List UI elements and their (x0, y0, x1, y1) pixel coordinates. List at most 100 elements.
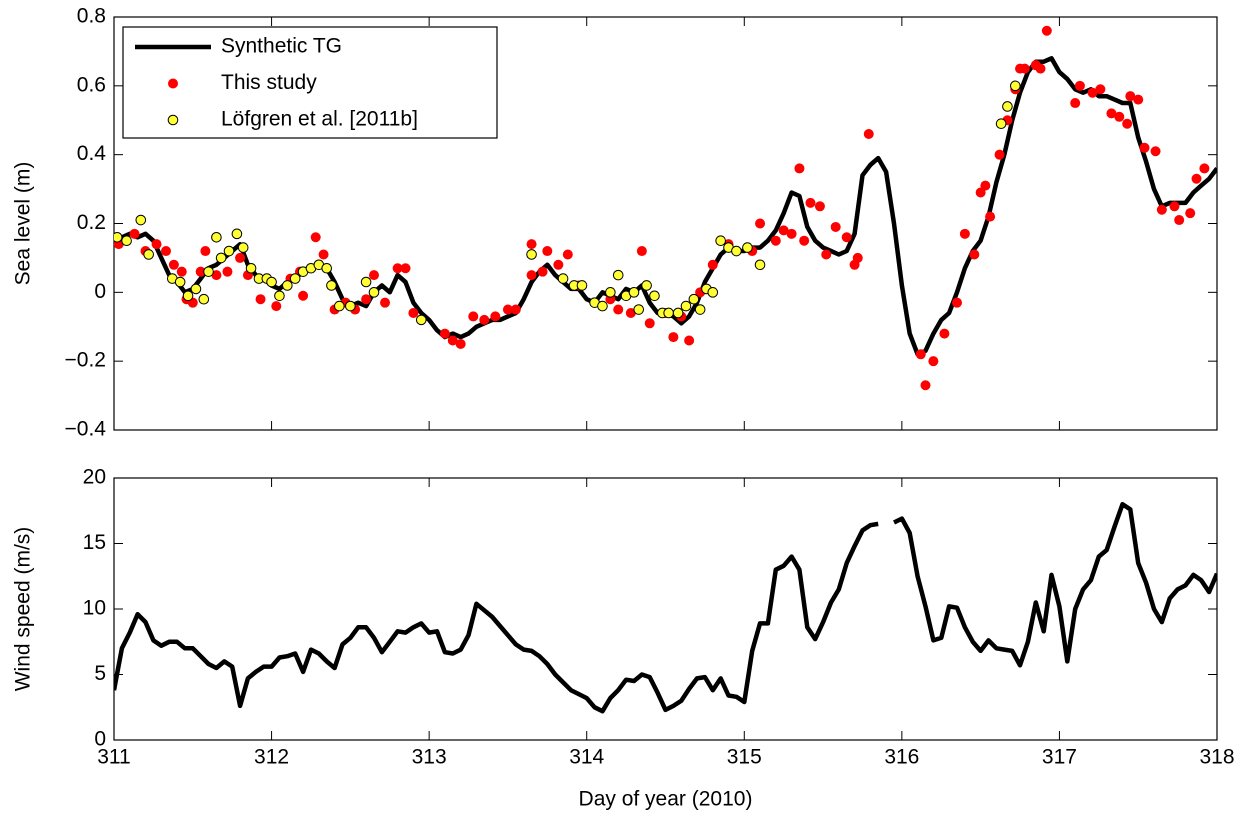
y-tick-label: 20 (83, 466, 106, 489)
y-tick-label: 0 (94, 280, 106, 303)
data-point (510, 304, 521, 315)
data-point (223, 245, 235, 257)
data-point (282, 280, 293, 291)
data-point (360, 276, 372, 288)
y-tick-label: 0.2 (77, 211, 106, 234)
legend: Synthetic TG This study Löfgren et al. [20… (122, 26, 498, 139)
data-point (334, 300, 345, 312)
data-point (980, 180, 991, 191)
data-point (952, 297, 963, 308)
data-point (562, 249, 573, 260)
data-point (1010, 80, 1021, 92)
data-point (959, 228, 970, 239)
data-point (1106, 108, 1117, 119)
data-point (447, 335, 458, 346)
x-tick-label: 313 (412, 746, 447, 769)
data-point (649, 290, 660, 302)
data-point (576, 280, 588, 291)
x-tick-label: 316 (884, 746, 919, 769)
data-point (114, 231, 123, 243)
data-point (1185, 208, 1196, 219)
data-point (321, 262, 333, 274)
data-point (490, 311, 501, 322)
data-point (1169, 201, 1180, 212)
data-point (215, 252, 227, 264)
data-point (680, 300, 692, 312)
data-point (688, 293, 700, 305)
data-point (731, 245, 742, 257)
x-tick-label: 318 (1199, 746, 1234, 769)
data-point (176, 266, 187, 277)
data-point (814, 201, 825, 212)
y-tick-label: −0.2 (65, 349, 106, 372)
data-point (400, 263, 411, 274)
data-point (715, 235, 726, 247)
data-point (707, 259, 718, 270)
y-tick-label: 0.8 (77, 5, 106, 28)
data-point (222, 266, 233, 277)
data-point (707, 287, 719, 298)
data-point (151, 239, 162, 250)
x-tick-label: 315 (727, 746, 762, 769)
data-point (805, 197, 816, 208)
data-point (1095, 84, 1106, 95)
data-point (266, 276, 277, 288)
data-point (1087, 87, 1098, 98)
data-point (1199, 163, 1210, 174)
data-point (644, 318, 655, 329)
y-axis-label: Sea level (m) (12, 162, 35, 286)
data-point (479, 314, 490, 325)
plot-area (114, 501, 1217, 714)
data-point (468, 311, 479, 322)
data-point (863, 129, 874, 140)
data-point (380, 297, 391, 308)
y-tick-label: 15 (83, 531, 106, 554)
legend-swatch (168, 78, 178, 89)
data-point (694, 304, 706, 315)
data-point (1035, 63, 1046, 74)
data-point (326, 280, 337, 291)
data-point (636, 246, 647, 257)
data-point (160, 246, 171, 257)
data-point (778, 225, 789, 236)
data-point (1041, 25, 1052, 36)
data-point (392, 263, 403, 274)
data-point (200, 246, 211, 257)
data-point (1139, 142, 1150, 153)
y-tick-label: 0 (94, 728, 106, 751)
data-point (1114, 111, 1125, 122)
data-point (129, 228, 140, 239)
y-tick-label: 0.4 (77, 142, 107, 165)
data-point (271, 301, 282, 312)
data-point (526, 239, 537, 250)
data-point (439, 328, 450, 339)
data-point (298, 290, 309, 301)
data-point (143, 249, 154, 260)
data-point (237, 242, 249, 253)
data-point (318, 249, 329, 260)
data-point (455, 338, 466, 349)
data-point (625, 307, 636, 318)
data-point (121, 235, 132, 247)
data-point (794, 163, 805, 174)
data-point (289, 273, 301, 284)
data-point (235, 252, 246, 263)
x-tick-label: 314 (569, 746, 604, 769)
data-point (742, 242, 753, 253)
data-point (754, 259, 766, 271)
data-point (841, 232, 852, 243)
data-point (211, 231, 222, 243)
legend-label: Synthetic TG (221, 35, 342, 58)
data-point (557, 273, 569, 284)
data-point (368, 287, 380, 298)
data-point (628, 287, 640, 298)
data-point (1174, 215, 1185, 226)
data-point (408, 307, 419, 318)
data-point (852, 252, 863, 263)
data-point (684, 335, 695, 346)
y-tick-label: −0.4 (65, 418, 107, 441)
data-point (1125, 91, 1136, 102)
data-point (255, 294, 266, 305)
data-point (502, 304, 513, 315)
